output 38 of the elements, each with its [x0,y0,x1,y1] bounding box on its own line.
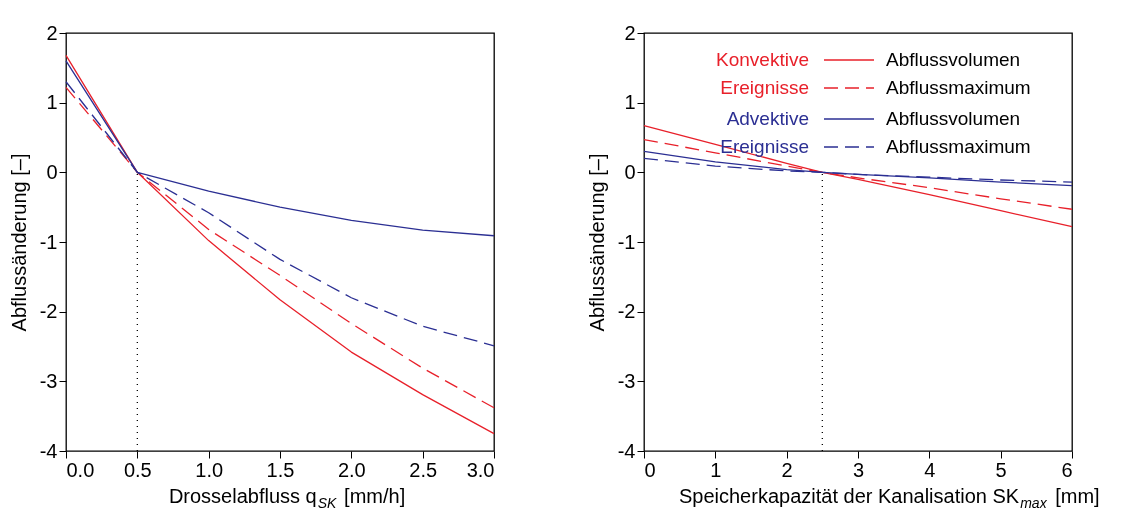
x-tick-label: 1 [710,458,722,481]
annotation: Advektive Ereignisse [720,108,809,157]
line-series [643,125,1073,228]
y-tick-label: 2 [46,21,58,44]
x-tick-label: 2 [781,458,793,481]
legend-label: Abflussvolumen [886,108,1021,129]
y-axis-title: Abflussänderung [–] [585,153,608,332]
x-tick-label: 0.0 [66,458,95,481]
x-tick-label: 2.5 [409,458,438,481]
y-tick-label: 1 [46,91,58,114]
y-tick-label: 0 [624,160,636,183]
y-tick-label: 1 [624,91,636,114]
line-series [65,54,495,435]
y-tick-label: -1 [39,230,58,253]
y-tick-label: 2 [624,21,636,44]
x-tick-label: 2.0 [337,458,366,481]
x-tick-label: 1.0 [195,458,224,481]
y-tick-label: -2 [39,300,58,323]
y-tick-label: -3 [617,369,636,392]
x-tick-label: 6 [1061,458,1073,481]
x-tick-label: 5 [995,458,1007,481]
y-tick-label: -4 [39,439,58,462]
y-tick-label: 0 [46,160,58,183]
annotation: Konvektive Ereignisse [716,49,809,98]
y-tick-label: -2 [617,300,636,323]
x-tick-label: 1.5 [266,458,295,481]
legend-label: Abflussmaximum [886,136,1031,157]
y-tick-label: -1 [617,230,636,253]
y-tick-label: -4 [617,439,636,462]
x-tick-label: 4 [924,458,936,481]
x-tick-label: 0 [644,458,656,481]
x-tick-label: 3.0 [466,458,495,481]
legend-label: Abflussvolumen [886,49,1021,70]
legend-label: Abflussmaximum [886,77,1031,98]
x-tick-label: 0.5 [123,458,152,481]
x-tick-label: 3 [852,458,865,481]
y-axis-title: Abflussänderung [–] [7,153,30,332]
y-tick-label: -3 [39,369,58,392]
